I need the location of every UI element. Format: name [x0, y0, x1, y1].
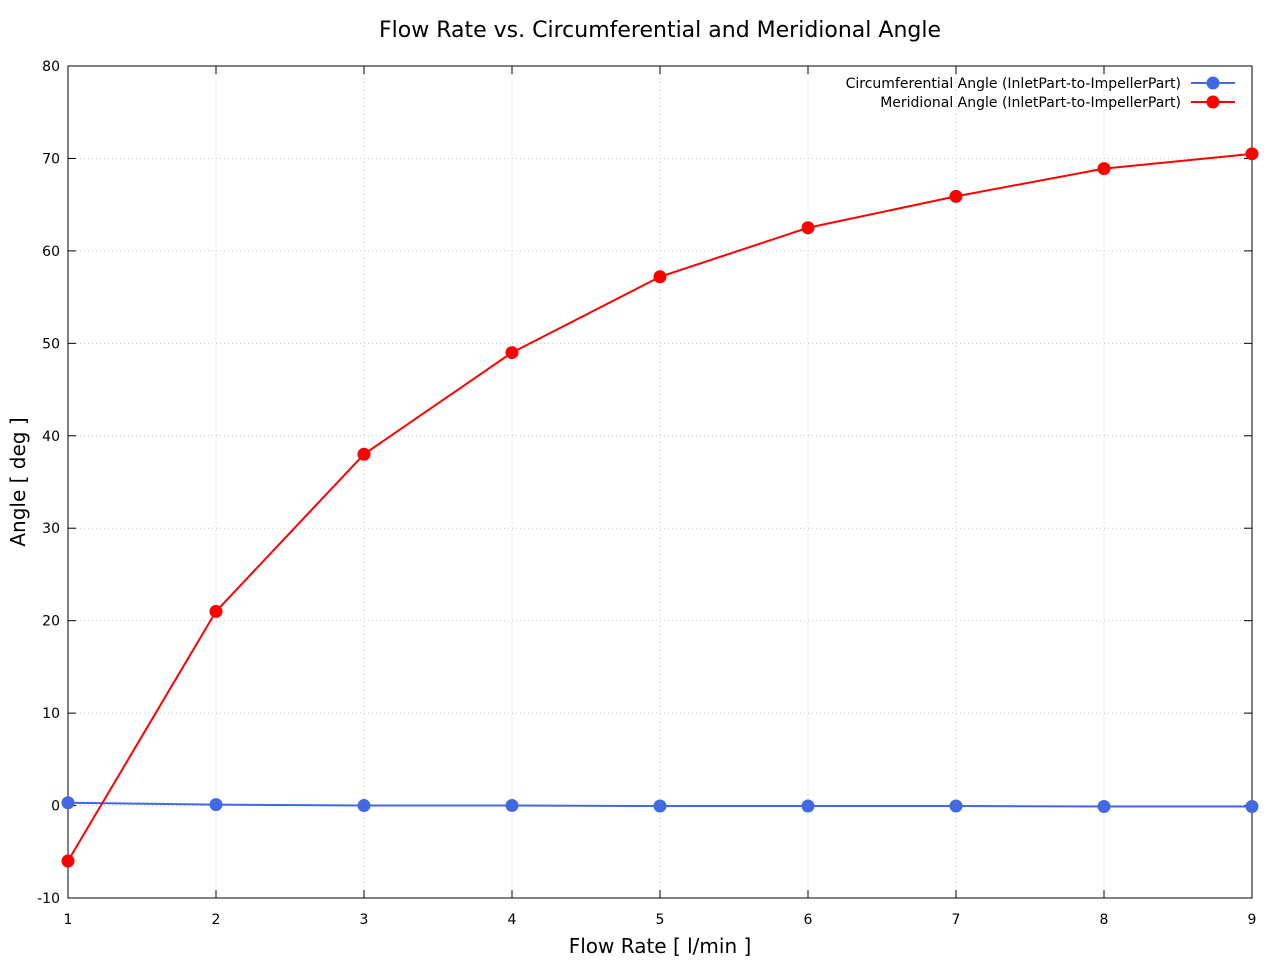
- data-point: [949, 799, 963, 813]
- y-tick-label: 50: [42, 336, 60, 352]
- data-point: [1245, 147, 1259, 161]
- grid-lines: [68, 66, 1252, 898]
- y-tick-label: 80: [42, 59, 60, 75]
- y-tick-label: 20: [42, 614, 60, 630]
- chart-title: Flow Rate vs. Circumferential and Meridi…: [379, 18, 941, 43]
- x-tick-label: 7: [952, 912, 961, 928]
- series-1: [61, 796, 1259, 813]
- data-point: [1097, 162, 1111, 176]
- series-2: [61, 147, 1259, 868]
- data-point: [1097, 799, 1111, 813]
- data-point: [357, 799, 371, 813]
- x-tick-label: 4: [508, 912, 517, 928]
- x-tick-label: 1: [64, 912, 73, 928]
- y-axis-label: Angle [ deg ]: [6, 417, 30, 546]
- data-point: [653, 270, 667, 284]
- y-tick-label: 60: [42, 244, 60, 260]
- data-point: [801, 221, 815, 235]
- legend-item: Meridional Angle (InletPart-to-ImpellerP…: [880, 95, 1235, 111]
- legend: Circumferential Angle (InletPart-to-Impe…: [846, 76, 1235, 111]
- series-layer: [61, 147, 1259, 868]
- data-point: [357, 447, 371, 461]
- data-point: [505, 346, 519, 360]
- x-axis-label: Flow Rate [ l/min ]: [569, 934, 752, 958]
- y-tick-label: 0: [51, 799, 60, 815]
- y-tick-label: 30: [42, 521, 60, 537]
- data-point: [949, 189, 963, 203]
- legend-label: Meridional Angle (InletPart-to-ImpellerP…: [880, 95, 1181, 111]
- data-point: [653, 799, 667, 813]
- legend-marker: [1206, 95, 1220, 109]
- legend-marker: [1206, 76, 1220, 90]
- x-tick-label: 3: [360, 912, 369, 928]
- axis-ticks: 1 2 3 4 5 6 7 8 9 -10 0 10 20 30 40 50 60 70 80: [37, 59, 1256, 928]
- x-tick-label: 9: [1248, 912, 1257, 928]
- data-point: [209, 604, 223, 618]
- x-tick-label: 6: [804, 912, 813, 928]
- y-tick-label: 10: [42, 706, 60, 722]
- data-point: [505, 799, 519, 813]
- y-tick-label: 40: [42, 429, 60, 445]
- legend-item: Circumferential Angle (InletPart-to-Impe…: [846, 76, 1235, 92]
- data-point: [1245, 799, 1259, 813]
- y-tick-label: 70: [42, 151, 60, 167]
- legend-label: Circumferential Angle (InletPart-to-Impe…: [846, 76, 1181, 92]
- data-point: [209, 798, 223, 812]
- x-tick-label: 8: [1100, 912, 1109, 928]
- data-point: [61, 796, 75, 810]
- y-tick-label: -10: [37, 891, 60, 907]
- data-point: [61, 854, 75, 868]
- x-tick-label: 2: [212, 912, 221, 928]
- x-tick-label: 5: [656, 912, 665, 928]
- data-point: [801, 799, 815, 813]
